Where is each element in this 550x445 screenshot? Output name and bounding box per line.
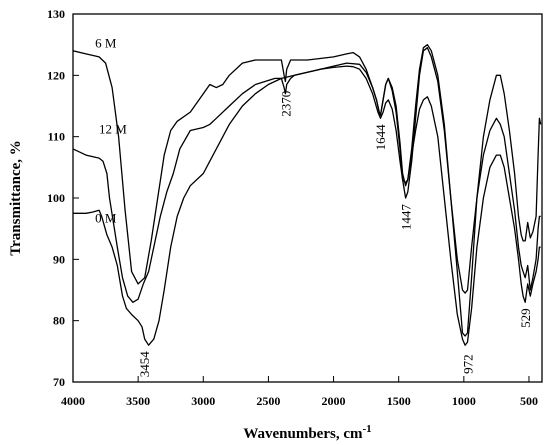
peak-label: 2370	[278, 91, 293, 117]
y-tick-label: 120	[47, 68, 65, 82]
y-tick-label: 80	[53, 314, 65, 328]
y-tick-label: 130	[47, 7, 65, 21]
x-tick-label: 2500	[256, 394, 280, 408]
x-axis-title-superscript: -1	[363, 423, 372, 435]
x-tick-label: 500	[520, 394, 538, 408]
series-label: 6 M	[95, 36, 117, 51]
y-axis-title: Transmittance, %	[8, 140, 24, 256]
y-tick-label: 70	[53, 375, 65, 389]
series-line-1	[73, 47, 541, 303]
peak-label: 529	[518, 308, 533, 328]
x-tick-label: 3500	[126, 394, 150, 408]
plot-frame	[72, 13, 543, 383]
peak-label: 1447	[399, 204, 414, 231]
series-line-2	[73, 65, 541, 346]
x-tick-label: 4000	[61, 394, 85, 408]
x-axis-title: Wavenumbers, cm-1	[243, 423, 371, 442]
x-tick-label: 1500	[387, 394, 411, 408]
y-tick-label: 90	[53, 252, 65, 266]
series-label: 12 M	[99, 122, 127, 137]
series-line-0	[73, 44, 542, 337]
x-tick-label: 3000	[191, 394, 215, 408]
annotation-layer: 6 M 12 M 0 M 3454 2370 1644 1447 972 529	[95, 36, 533, 378]
series-label: 0 M	[95, 211, 117, 226]
y-tick-label: 110	[48, 130, 65, 144]
peak-label: 1644	[373, 124, 388, 150]
x-tick-label: 1000	[452, 394, 476, 408]
x-axis-title-text: Wavenumbers, cm	[243, 426, 363, 442]
series-layer	[73, 44, 542, 346]
peak-label: 3454	[137, 351, 152, 378]
x-tick-label: 2000	[322, 394, 346, 408]
y-tick-label: 100	[47, 191, 65, 205]
peak-label: 972	[461, 354, 476, 374]
ticks-layer: 4000 3500 3000 2500 2000 1500 1000 500 70 80 90 100…	[47, 7, 538, 408]
